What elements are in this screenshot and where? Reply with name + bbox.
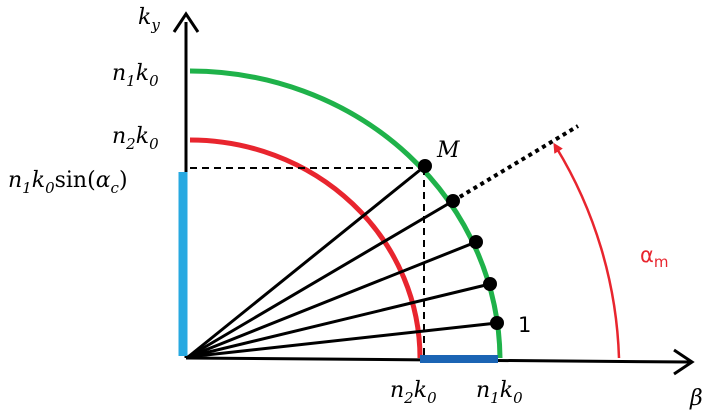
outer-arc-n1k0 bbox=[189, 68, 503, 359]
x-axis-arrowhead bbox=[673, 348, 695, 376]
dotted-ray-extension bbox=[451, 124, 580, 203]
y-axis-label: ky bbox=[138, 5, 160, 34]
point-4 bbox=[446, 194, 460, 208]
ray-1 bbox=[187, 321, 498, 359]
point-1 bbox=[490, 316, 504, 330]
x-axis-label: β bbox=[689, 386, 703, 411]
ray-3 bbox=[187, 240, 477, 359]
point-label-1: 1 bbox=[518, 313, 531, 337]
x-label-n2k0: n2k0 bbox=[390, 378, 437, 407]
y-label-n2k0: n2k0 bbox=[112, 124, 159, 153]
y-label-n1k0-sin-alpha-c: n1k0sin(αc) bbox=[8, 168, 128, 197]
point-3 bbox=[469, 235, 483, 249]
ray-4 bbox=[187, 199, 454, 359]
point-M bbox=[418, 159, 432, 173]
point-label-M: M bbox=[436, 138, 460, 163]
ray-M bbox=[187, 164, 426, 359]
y-label-n1k0: n1k0 bbox=[112, 61, 159, 90]
x-label-n1k0: n1k0 bbox=[476, 378, 523, 407]
inner-arc-n2k0 bbox=[189, 137, 423, 359]
y-axis-arrowhead bbox=[172, 11, 200, 33]
ray-2 bbox=[187, 282, 491, 359]
angle-arc-alpha-m bbox=[553, 142, 621, 359]
angle-label-alpha-m: αm bbox=[640, 243, 668, 271]
point-2 bbox=[483, 277, 497, 291]
